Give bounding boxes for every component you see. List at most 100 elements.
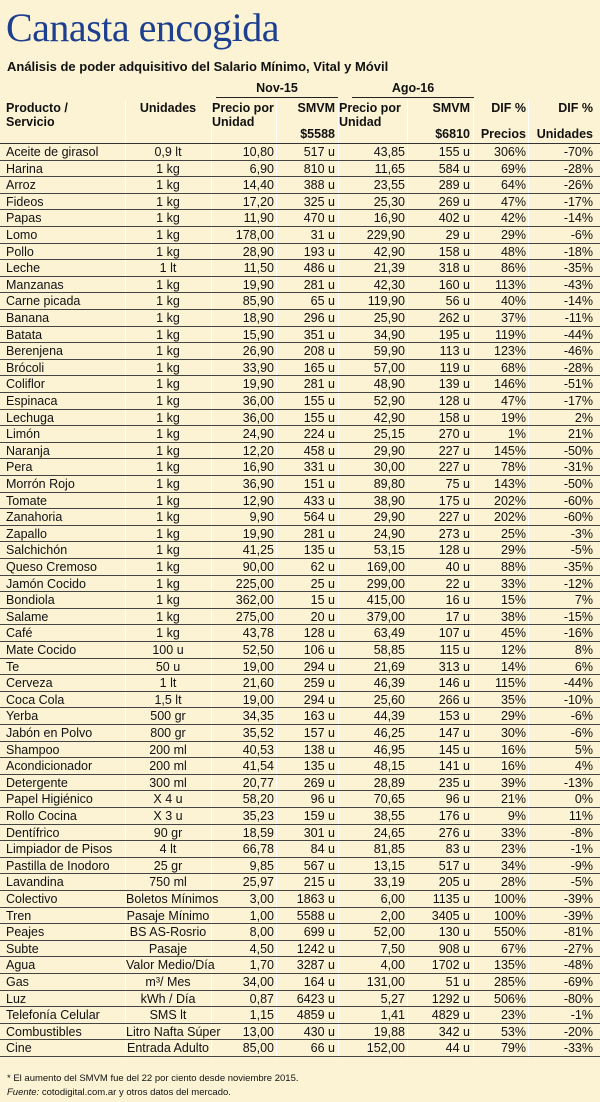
table-cell: 6%	[574, 659, 593, 674]
table-cell: 227 u	[438, 510, 470, 525]
table-cell: 25%	[500, 526, 526, 541]
table-cell: Zanahoria	[6, 510, 63, 525]
subtitle: Análisis de poder adquisitivo del Salari…	[7, 59, 389, 74]
table-cell: 1 kg	[156, 360, 180, 375]
table-row: Cerveza 1 lt 21,60 259 u 46,39 146 u 115% -44%	[0, 675, 600, 692]
table-cell: Tren	[6, 908, 32, 923]
table-cell: 269 u	[303, 775, 335, 790]
table-cell: 506%	[494, 991, 526, 1006]
table-row: Queso Cremoso 1 kg 90,00 62 u 169,00 40 u 88% -…	[0, 559, 600, 576]
header-line: SMVM	[432, 101, 471, 115]
table-row: Papas 1 kg 11,90 470 u 16,90 402 u 42% -14%	[0, 210, 600, 227]
table-cell: 299,00	[366, 576, 405, 591]
column-separator	[473, 100, 474, 1058]
table-row: Acondicionador 200 ml 41,54 135 u 48,15 141 u…	[0, 758, 600, 775]
table-cell: -17%	[563, 394, 593, 408]
table-cell: 59,90	[373, 344, 405, 359]
table-cell: 517 u	[438, 858, 470, 873]
table-cell: 35,52	[242, 726, 274, 740]
table-cell: -43%	[563, 277, 593, 292]
table-cell: 66 u	[310, 1041, 335, 1056]
table-cell: 35%	[500, 692, 526, 707]
table-cell: Luz	[6, 991, 27, 1006]
table-cell: Pasaje Mínimo	[126, 908, 210, 923]
table-cell: -8%	[570, 825, 593, 840]
table-cell: 20,77	[242, 775, 274, 790]
table-cell: 19,00	[242, 659, 274, 674]
table-row: Te 50 u 19,00 294 u 21,69 313 u 14% 6%	[0, 659, 600, 676]
table-row: Dentífrico 90 gr 18,59 301 u 24,65 276 u 33% -8…	[0, 825, 600, 842]
table-cell: -39%	[563, 892, 593, 906]
table-cell: -20%	[563, 1024, 593, 1039]
table-cell: 281 u	[303, 377, 335, 392]
table-cell: -46%	[563, 344, 593, 359]
table-cell: Cerveza	[6, 676, 53, 691]
table-cell: 470 u	[303, 211, 335, 226]
table-cell: 21%	[500, 792, 526, 807]
table-cell: 7,50	[380, 941, 405, 956]
table-cell: 78%	[500, 460, 526, 475]
table-cell: 67%	[500, 941, 526, 956]
header-line: Unidades	[139, 101, 197, 115]
table-cell: 130 u	[438, 925, 470, 940]
table-cell: 68%	[500, 360, 526, 375]
table-cell: 3287 u	[296, 958, 335, 973]
table-cell: 30,00	[373, 460, 405, 475]
table-cell: 41,25	[242, 543, 274, 558]
table-cell: 33,19	[373, 875, 405, 890]
table-cell: Berenjena	[6, 344, 63, 359]
table-cell: 43,78	[242, 626, 274, 641]
table-cell: -80%	[563, 991, 593, 1006]
table-cell: 153 u	[438, 709, 470, 724]
table-cell: 83 u	[445, 842, 470, 857]
table-cell: 202%	[494, 493, 526, 508]
table-cell: 13,00	[242, 1024, 274, 1039]
header-line: SMVM	[297, 101, 336, 115]
table-row: Cine Entrada Adulto 85,00 66 u 152,00 44 u 79%…	[0, 1040, 600, 1057]
table-cell: 81,85	[373, 842, 405, 857]
table-cell: 119,90	[367, 294, 405, 309]
table-cell: 11,50	[243, 261, 274, 276]
table-cell: 70,65	[373, 792, 405, 807]
table-cell: 1 kg	[156, 277, 180, 292]
table-cell: 160 u	[438, 277, 470, 292]
table-row: Coliflor 1 kg 19,90 281 u 48,90 139 u 146% -51%	[0, 376, 600, 393]
table-cell: 152,00	[366, 1041, 405, 1056]
table-cell: Jabón en Polvo	[6, 726, 93, 740]
table-cell: Lavandina	[6, 875, 64, 890]
table-row: Tomate 1 kg 12,90 433 u 38,90 175 u 202% -60%	[0, 493, 600, 510]
table-cell: -14%	[563, 211, 593, 226]
table-cell: Rollo Cocina	[6, 809, 77, 823]
table-cell: 29 u	[445, 228, 470, 242]
table-cell: 40 u	[445, 560, 470, 574]
table-cell: 84 u	[310, 842, 335, 857]
table-cell: 21%	[567, 427, 593, 442]
table-cell: 6423 u	[296, 991, 335, 1006]
column-separator	[125, 100, 126, 1058]
table-row: Rollo Cocina X 3 u 35,23 159 u 38,55 176 u 9% 1…	[0, 808, 600, 825]
table-cell: BS AS-Rosrio	[129, 925, 207, 940]
table-cell: -13%	[563, 775, 593, 790]
table-row: Harina 1 kg 6,90 810 u 11,65 584 u 69% -28%	[0, 161, 600, 178]
table-cell: 458 u	[303, 443, 335, 458]
table-cell: 25,97	[242, 875, 274, 890]
table-cell: 12,20	[242, 443, 274, 458]
table-cell: Papas	[6, 211, 42, 226]
table-cell: 5%	[574, 742, 593, 757]
table-cell: Limpiador de Pisos	[6, 842, 113, 857]
table-cell: -1%	[570, 842, 593, 857]
table-cell: 44,39	[373, 709, 405, 724]
table-cell: 1,00	[249, 908, 274, 923]
table-cell: 8,00	[249, 925, 274, 940]
table-cell: Colectivo	[6, 892, 58, 906]
table-cell: 9,85	[249, 858, 274, 873]
table-cell: 8%	[574, 643, 593, 657]
table-cell: 46,95	[373, 742, 405, 757]
table-cell: 96 u	[310, 792, 335, 807]
table-cell: 14%	[500, 659, 526, 674]
table-cell: Pollo	[6, 244, 34, 259]
table-row: Brócoli 1 kg 33,90 165 u 57,00 119 u 68% -28%	[0, 360, 600, 377]
header-line: Servicio	[6, 115, 55, 129]
table-cell: 15%	[500, 593, 526, 608]
